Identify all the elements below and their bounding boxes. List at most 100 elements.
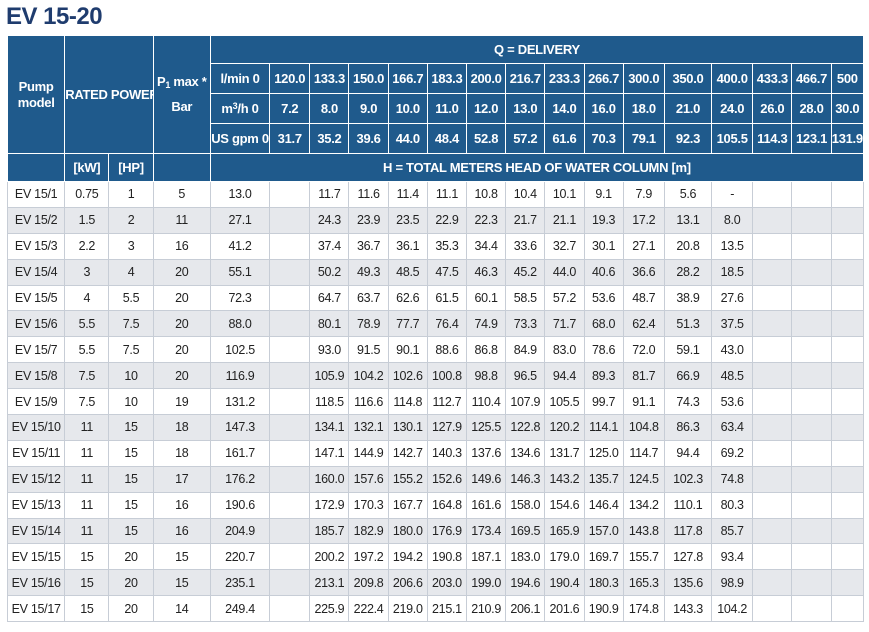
head-cell: 13.5	[711, 232, 754, 260]
head-cell: 57.2	[544, 284, 585, 312]
kw-cell: 5.5	[64, 336, 110, 364]
head-cell	[791, 491, 832, 519]
hp-cell: 20	[108, 543, 154, 571]
table-row: EV 15/15 15 20 15 220.7 200.2 197.2 194.2 190.8 1…	[6, 543, 865, 571]
head-cell: 122.8	[505, 414, 546, 441]
kw-cell: 2.2	[64, 232, 110, 260]
head-cell: 23.9	[348, 206, 389, 234]
hp-cell: 20	[108, 595, 154, 623]
head-cell	[791, 439, 832, 467]
head-cell: 27.1	[622, 232, 665, 260]
head-cell: 157.6	[348, 465, 389, 493]
head-cell: 190.4	[544, 569, 585, 597]
head-cell: 190.6	[209, 491, 271, 519]
head-cell: 134.1	[309, 414, 350, 441]
head-cell: 190.9	[583, 595, 624, 623]
head-cell: 116.6	[348, 388, 389, 416]
head-cell	[830, 491, 865, 519]
pump-model-cell: EV 15/13	[6, 491, 66, 519]
head-cell: 176.2	[209, 465, 271, 493]
head-cell	[269, 491, 311, 519]
head-cell: 105.5	[544, 388, 585, 416]
flow-m3h: 14.0	[544, 93, 585, 124]
head-cell: 93.0	[309, 336, 350, 364]
head-cell: 194.6	[505, 569, 546, 597]
head-cell: 118.5	[309, 388, 350, 416]
hp-cell: 7.5	[108, 310, 154, 338]
head-cell: 220.7	[209, 543, 271, 571]
head-cell: 53.6	[711, 388, 754, 416]
head-cell	[269, 336, 311, 364]
head-cell: 86.3	[663, 414, 713, 441]
head-cell	[830, 284, 865, 312]
pump-model-cell: EV 15/6	[6, 310, 66, 338]
head-cell: 55.1	[209, 258, 271, 286]
table-row: EV 15/11 11 15 18 161.7 147.1 144.9 142.7 140.3 1…	[6, 439, 865, 467]
flow-lmin: 266.7	[583, 63, 624, 94]
head-cell: 199.0	[465, 569, 507, 597]
flow-gpm: 39.6	[348, 123, 389, 154]
pump-model-cell: EV 15/7	[6, 336, 66, 364]
bar-unit-label: Bar	[171, 99, 193, 114]
head-cell: 96.5	[505, 362, 546, 390]
pump-model-cell: EV 15/4	[6, 258, 66, 286]
bar-cell: 20	[152, 284, 211, 312]
head-cell: 88.6	[426, 336, 468, 364]
head-cell: 86.8	[465, 336, 507, 364]
head-cell: 74.9	[465, 310, 507, 338]
head-cell: 89.3	[583, 362, 624, 390]
head-cell: 190.8	[426, 543, 468, 571]
hp-cell: 15	[108, 439, 154, 467]
head-cell: 36.7	[348, 232, 389, 260]
kw-cell: 11	[64, 414, 110, 441]
kw-cell: 7.5	[64, 388, 110, 416]
head-cell: 8.0	[711, 206, 754, 234]
bar-cell: 18	[152, 414, 211, 441]
head-cell: 41.2	[209, 232, 271, 260]
head-cell	[830, 439, 865, 467]
head-cell: 102.3	[663, 465, 713, 493]
head-cell: 78.6	[583, 336, 624, 364]
head-cell: 99.7	[583, 388, 624, 416]
head-cell: 197.2	[348, 543, 389, 571]
head-cell: 143.3	[663, 595, 713, 623]
table-row: EV 15/2 1.5 2 11 27.1 24.3 23.9 23.5 22.9 22.3 21.…	[6, 206, 865, 234]
hp-cell: 15	[108, 517, 154, 545]
head-cell	[830, 310, 865, 338]
head-cell: 88.0	[209, 310, 271, 338]
head-cell: 165.3	[622, 569, 665, 597]
flow-gpm: 105.5	[711, 123, 754, 154]
table-row: EV 15/13 11 15 16 190.6 172.9 170.3 167.7 164.8 1…	[6, 491, 865, 519]
head-cell: 146.4	[583, 491, 624, 519]
flow-gpm: 61.6	[544, 123, 585, 154]
flow-gpm: 31.7	[269, 123, 311, 154]
head-cell: 104.2	[711, 595, 754, 623]
head-cell	[791, 595, 832, 623]
head-cell	[269, 465, 311, 493]
head-cell: 225.9	[309, 595, 350, 623]
head-cell: 10.8	[465, 181, 507, 208]
table-row: EV 15/12 11 15 17 176.2 160.0 157.6 155.2 152.6 1…	[6, 465, 865, 493]
head-cell: 142.7	[387, 439, 428, 467]
head-cell	[791, 310, 832, 338]
unit-gpm: US gpm 0	[209, 123, 271, 154]
head-cell: 13.0	[209, 181, 271, 208]
pump-model-line1: Pump	[18, 78, 54, 94]
head-cell: 114.8	[387, 388, 428, 416]
head-cell: 155.7	[622, 543, 665, 571]
head-cell: 147.3	[209, 414, 271, 441]
head-cell: 10.1	[544, 181, 585, 208]
head-cell: 18.5	[711, 258, 754, 286]
head-cell: 48.5	[387, 258, 428, 286]
head-cell: 35.3	[426, 232, 468, 260]
head-cell: 210.9	[465, 595, 507, 623]
flow-m3h: 10.0	[387, 93, 428, 124]
head-cell: 21.1	[544, 206, 585, 234]
head-cell: 28.2	[663, 258, 713, 286]
kw-cell: 5.5	[64, 310, 110, 338]
head-cell: 20.8	[663, 232, 713, 260]
head-cell: 167.7	[387, 491, 428, 519]
head-cell: 48.5	[711, 362, 754, 390]
table-row: EV 15/7 5.5 7.5 20 102.5 93.0 91.5 90.1 88.6 86.8…	[6, 336, 865, 364]
head-cell: 180.0	[387, 517, 428, 545]
